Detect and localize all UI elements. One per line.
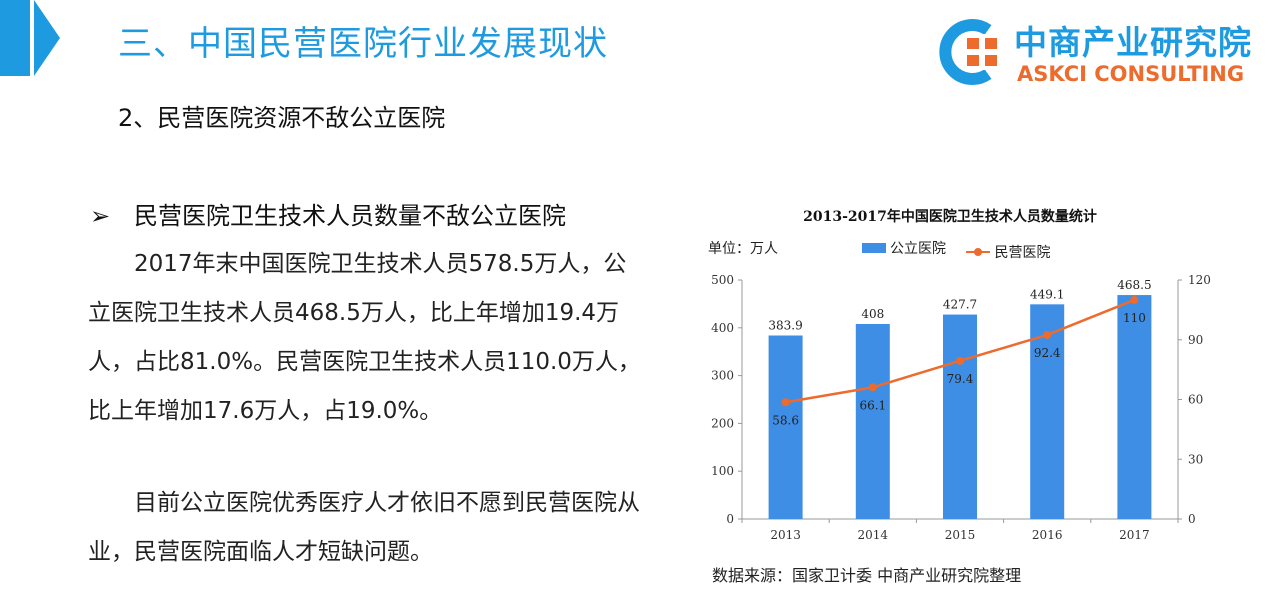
legend-line-swatch bbox=[966, 248, 991, 256]
legend-item-public: 公立医院 bbox=[862, 238, 946, 258]
paragraph-staff-stats: 2017年末中国医院卫生技术人员578.5万人，公立医院卫生技术人员468.5万… bbox=[88, 251, 641, 424]
bullet-arrow-icon: ➢ bbox=[90, 202, 111, 230]
logo-text-cn: 中商产业研究院 bbox=[1014, 23, 1252, 62]
legend-label-private: 民营医院 bbox=[994, 245, 1051, 261]
header-accent-chevron bbox=[34, 0, 60, 76]
logo-text-en: ASKCI CONSULTING bbox=[1017, 62, 1245, 86]
y-right-tick-label: 120 bbox=[1188, 273, 1211, 287]
line-value-label: 92.4 bbox=[1034, 346, 1061, 360]
header-accent-bar bbox=[0, 0, 30, 76]
line-value-label: 110 bbox=[1123, 311, 1146, 325]
bar-value-label: 468.5 bbox=[1117, 278, 1151, 292]
bullet-heading: ➢ 民营医院卫生技术人员数量不敌公立医院 bbox=[90, 196, 566, 231]
y-left-tick-label: 300 bbox=[711, 369, 734, 383]
line-value-label: 79.4 bbox=[947, 372, 974, 386]
y-right-tick-label: 30 bbox=[1188, 452, 1203, 466]
bar-value-label: 449.1 bbox=[1030, 287, 1064, 301]
staff-count-chart: 0 100 200 300 400 500 0 30 60 90 120 383.9 408 427.7 4… bbox=[690, 196, 1284, 594]
x-tick-label: 2016 bbox=[1032, 528, 1063, 542]
line-value-label: 58.6 bbox=[772, 413, 799, 427]
page-title: 三、中国民营医院行业发展现状 bbox=[118, 24, 608, 64]
legend-label-public: 公立医院 bbox=[890, 241, 946, 257]
chart-canvas: 0 100 200 300 400 500 0 30 60 90 120 383.9 408 427.7 4… bbox=[711, 273, 1211, 542]
y-right-tick-label: 60 bbox=[1188, 393, 1203, 407]
bar-value-label: 427.7 bbox=[943, 298, 977, 312]
x-tick-label: 2014 bbox=[858, 528, 889, 542]
bar-public-hospital bbox=[1117, 295, 1152, 519]
bar-public-hospital bbox=[943, 314, 977, 519]
chart-source: 数据来源：国家卫计委 中商产业研究院整理 bbox=[712, 566, 1022, 585]
company-logo: 中商产业研究院 ASKCI CONSULTING bbox=[938, 12, 1280, 92]
y-left-tick-label: 0 bbox=[726, 512, 734, 526]
chart-unit-label: 单位：万人 bbox=[708, 241, 778, 257]
bar-value-label: 408 bbox=[861, 307, 884, 321]
line-point-private-hospital bbox=[1130, 295, 1139, 304]
line-value-label: 66.1 bbox=[859, 398, 886, 412]
askci-logo-icon bbox=[939, 19, 1001, 85]
y-left-tick-label: 400 bbox=[711, 321, 734, 335]
line-point-private-hospital bbox=[781, 398, 790, 407]
bullet-heading-text: 民营医院卫生技术人员数量不敌公立医院 bbox=[134, 202, 566, 230]
bar-public-hospital bbox=[1030, 304, 1065, 519]
line-point-private-hospital bbox=[956, 356, 964, 365]
line-point-private-hospital bbox=[1043, 330, 1052, 339]
paragraph-talent-shortage: 目前公立医院优秀医疗人才依旧不愿到民营医院从业，民营医院面临人才短缺问题。 bbox=[88, 490, 640, 565]
bar-public-hospital bbox=[768, 335, 803, 519]
chart-legend: 公立医院 民营医院 bbox=[862, 238, 1066, 262]
y-left-tick-label: 100 bbox=[711, 464, 734, 478]
y-left-tick-label: 500 bbox=[711, 273, 734, 287]
y-right-tick-label: 90 bbox=[1188, 333, 1203, 347]
legend-item-private: 民营医院 bbox=[966, 242, 1050, 262]
legend-bar-swatch bbox=[862, 243, 886, 253]
bar-value-label: 383.9 bbox=[768, 318, 802, 332]
bar-public-hospital bbox=[855, 323, 890, 519]
line-point-private-hospital bbox=[868, 383, 877, 392]
x-tick-label: 2017 bbox=[1119, 528, 1150, 542]
chart-title: 2013-2017年中国医院卫生技术人员数量统计 bbox=[803, 209, 1097, 225]
section-heading: 2、民营医院资源不敌公立医院 bbox=[118, 104, 446, 132]
y-left-tick-label: 200 bbox=[711, 416, 734, 430]
x-tick-label: 2015 bbox=[945, 528, 976, 542]
y-right-tick-label: 0 bbox=[1188, 512, 1196, 526]
x-tick-label: 2013 bbox=[770, 528, 801, 542]
